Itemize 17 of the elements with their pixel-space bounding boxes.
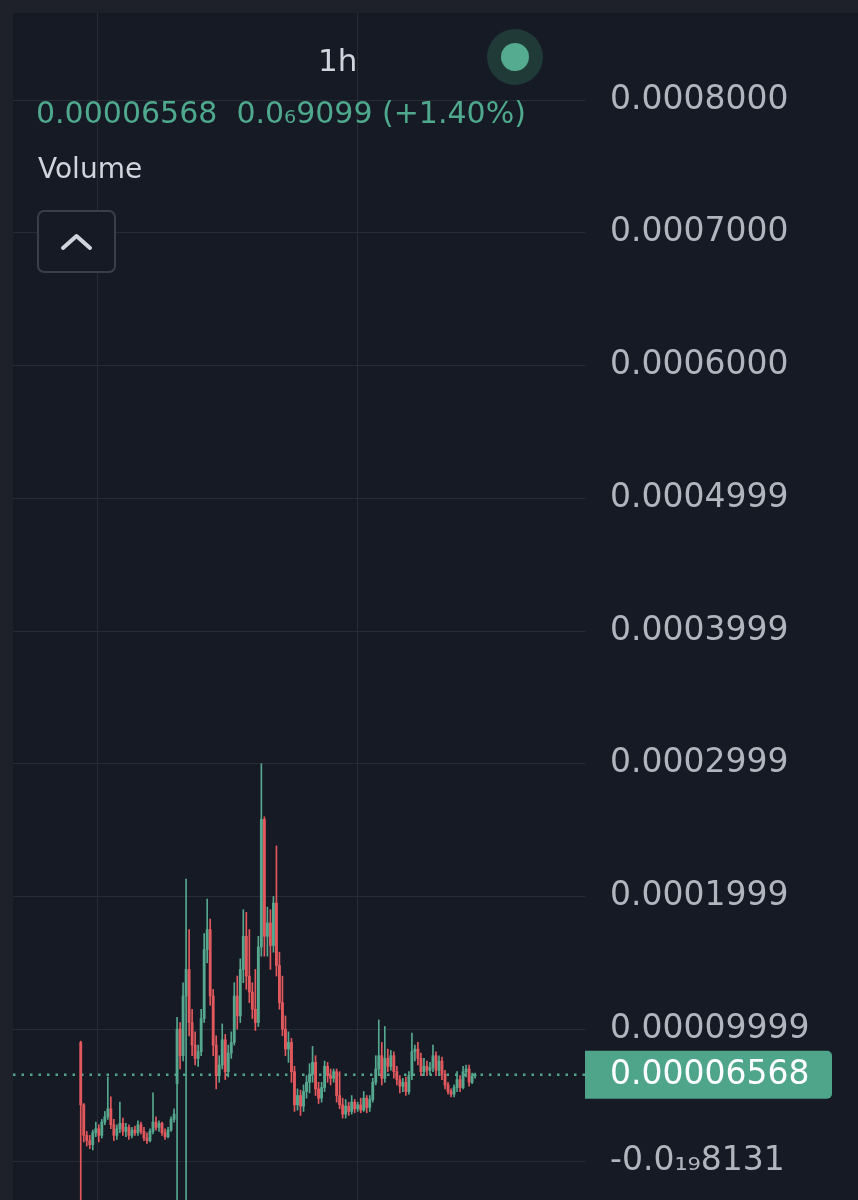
y-tick-label: 0.0002999 xyxy=(610,741,789,781)
annotation: Volume xyxy=(38,152,143,186)
candlestick xyxy=(287,1031,290,1063)
y-tick-label: -0.0₁₉8131 xyxy=(610,1139,785,1179)
y-tick-label: 0.00009999 xyxy=(610,1006,810,1046)
y-tick-label: 0.0008000 xyxy=(610,77,789,117)
y-tick-label: 0.0006000 xyxy=(610,343,789,383)
y-tick-label: 0.0007000 xyxy=(610,210,789,250)
y-tick-label: 0.0001999 xyxy=(610,874,789,914)
y-tick-label: 0.0004999 xyxy=(610,475,789,515)
y-tick-label: 0.0003999 xyxy=(610,608,789,648)
ref-line-label: 0.00006568 xyxy=(610,1053,810,1093)
text: 0.00006568 0.0₆9099 (+1.40%) xyxy=(36,95,526,131)
text: 1h xyxy=(318,42,358,79)
candlestick xyxy=(271,896,275,953)
candlestick xyxy=(296,1088,299,1111)
candlestick xyxy=(299,1089,302,1116)
